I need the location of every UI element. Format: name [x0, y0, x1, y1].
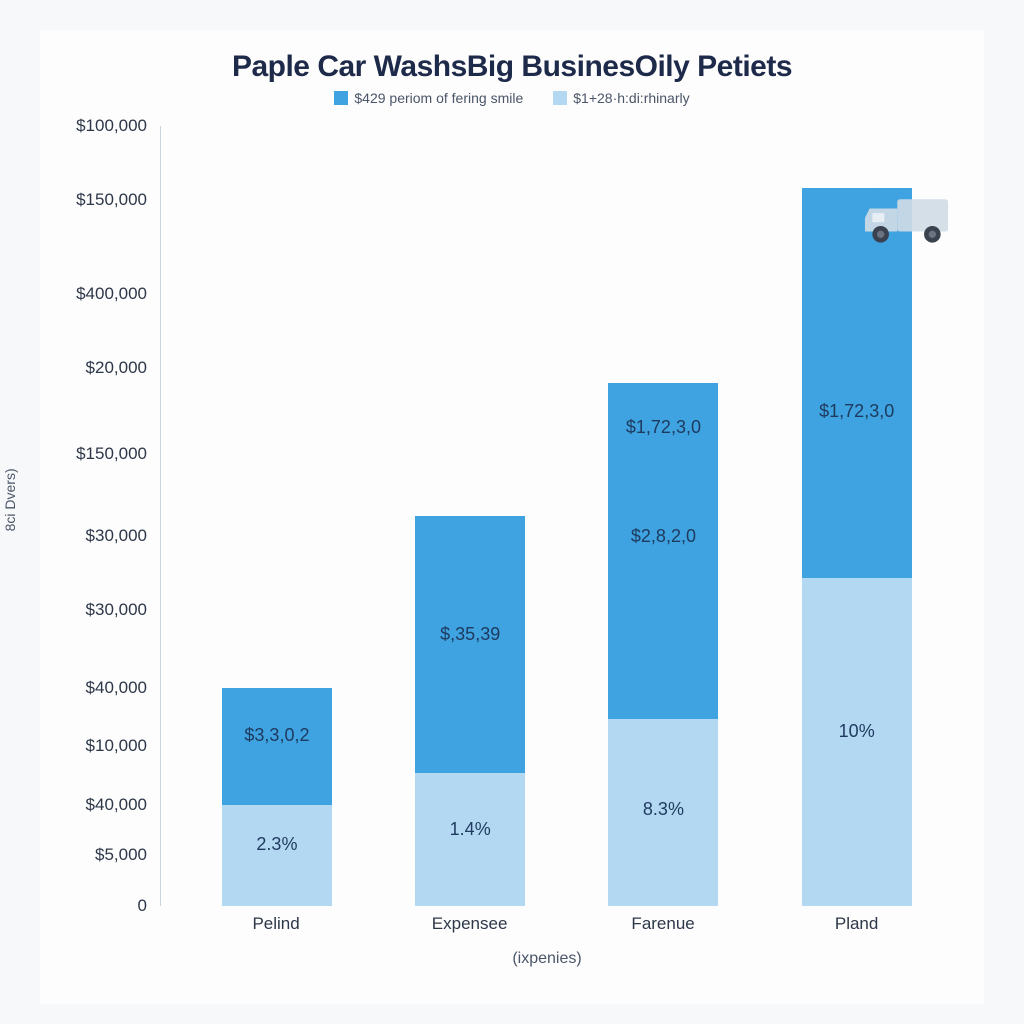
bar-value-label-1-1: $,35,39	[440, 624, 500, 645]
bar-segment-1-1	[415, 516, 525, 773]
legend: $429 periom of fering smile $1+28·h:di:r…	[70, 90, 954, 106]
y-tick-7: $40,000	[86, 678, 147, 698]
x-tick-0: Pelind	[252, 914, 299, 934]
x-tick-1: Expensee	[432, 914, 508, 934]
truck-icon	[859, 190, 954, 250]
y-axis-label: 8ci Dvers)	[2, 468, 18, 531]
y-axis: 8ci Dvers) $100,000$150,000$400,000$20,0…	[70, 126, 155, 946]
bar-value-label-2-0: 8.3%	[643, 799, 684, 820]
y-tick-11: 0	[138, 896, 147, 916]
x-tick-2: Farenue	[631, 914, 694, 934]
bar-value-label-0-1: $3,3,0,2	[244, 725, 309, 746]
bar-group-0: 2.3% $3,3,0,2	[222, 126, 332, 906]
x-axis: (ixpenies) PelindExpenseeFarenuePland	[160, 906, 934, 946]
x-axis-label: (ixpenies)	[512, 950, 581, 968]
y-tick-10: $5,000	[95, 845, 147, 865]
bar-segment-1-0	[415, 773, 525, 906]
bar-segment-0-1	[222, 688, 332, 805]
bar-value-label-0-0: 2.3%	[256, 834, 297, 855]
x-tick-3: Pland	[835, 914, 878, 934]
legend-label-1: $1+28·h:di:rhinarly	[573, 90, 689, 106]
y-tick-0: $100,000	[76, 116, 147, 136]
bar-group-2: 8.3% $2,8,2,0 $1,72,3,0	[608, 126, 718, 906]
y-tick-9: $40,000	[86, 795, 147, 815]
y-tick-5: $30,000	[86, 526, 147, 546]
legend-item-1: $1+28·h:di:rhinarly	[553, 90, 689, 106]
legend-swatch-1	[553, 91, 567, 105]
y-tick-1: $150,000	[76, 190, 147, 210]
bar-value-label-2-1: $2,8,2,0	[631, 526, 696, 547]
bar-value-label-2-2: $1,72,3,0	[626, 417, 701, 438]
bar-value-label-3-0: 10%	[839, 721, 875, 742]
y-tick-6: $30,000	[86, 600, 147, 620]
bar-value-label-1-0: 1.4%	[450, 819, 491, 840]
bar-group-1: 1.4% $,35,39	[415, 126, 525, 906]
bar-value-label-3-1: $1,72,3,0	[819, 401, 894, 422]
bar-segment-3-0	[802, 578, 912, 906]
plot-area: 8ci Dvers) $100,000$150,000$400,000$20,0…	[160, 126, 934, 946]
legend-item-0: $429 periom of fering smile	[334, 90, 523, 106]
chart-container: Paple Car WashsBig BusinesOily Petiets $…	[40, 30, 984, 1004]
chart-title: Paple Car WashsBig BusinesOily Petiets	[70, 50, 954, 84]
legend-swatch-0	[334, 91, 348, 105]
y-tick-8: $10,000	[86, 736, 147, 756]
legend-label-0: $429 periom of fering smile	[354, 90, 523, 106]
y-tick-2: $400,000	[76, 284, 147, 304]
y-tick-4: $150,000	[76, 444, 147, 464]
bars-area: 2.3% $3,3,0,2 1.4% $,35,39 8.3% $2,8,2,0 $1,72…	[160, 126, 934, 906]
y-tick-3: $20,000	[86, 358, 147, 378]
